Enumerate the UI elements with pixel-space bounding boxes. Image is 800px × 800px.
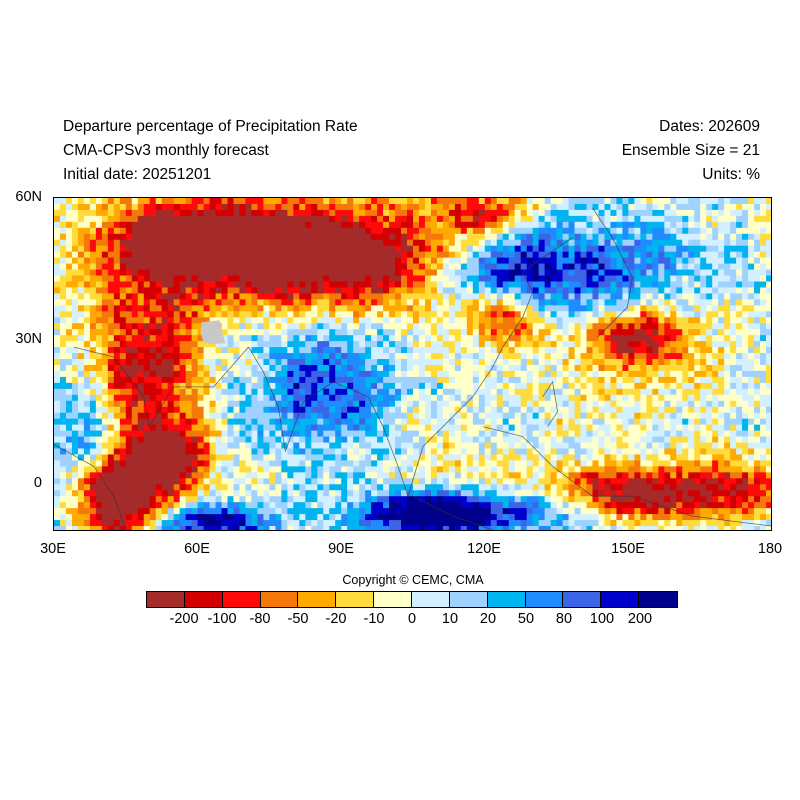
colorbar-swatch <box>563 592 602 607</box>
units-label: Units: % <box>702 166 760 183</box>
coastline <box>542 380 559 427</box>
coastline <box>502 237 573 348</box>
colorbar-label: -50 <box>287 611 309 627</box>
anomaly-field <box>54 198 771 530</box>
colorbar-label: -100 <box>207 611 237 627</box>
lon-tick-30e: 30E <box>40 541 66 557</box>
precipitation-map <box>53 197 772 531</box>
lat-tick-0: 0 <box>33 475 42 491</box>
colorbar-swatch <box>601 592 640 607</box>
colorbar-label: 200 <box>627 611 653 627</box>
coastline <box>248 346 369 452</box>
model-name: CMA-CPSv3 monthly forecast <box>63 142 269 159</box>
colorbar-swatch <box>147 592 185 607</box>
ensemble-size: Ensemble Size = 21 <box>621 142 760 159</box>
colorbar-label: 10 <box>441 611 459 627</box>
colorbar-swatch <box>525 592 564 607</box>
lon-tick-150e: 150E <box>611 541 645 557</box>
lon-tick-90e: 90E <box>328 541 354 557</box>
colorbar-label: 80 <box>555 611 573 627</box>
forecast-dates: Dates: 202609 <box>659 118 760 135</box>
colorbar-label: -80 <box>249 611 271 627</box>
colorbar-label: -10 <box>363 611 385 627</box>
map-title: Departure percentage of Precipitation Ra… <box>63 118 358 135</box>
initial-date: Initial date: 20251201 <box>63 166 212 183</box>
colorbar-label: 50 <box>517 611 535 627</box>
coastline <box>412 495 493 530</box>
coastline <box>482 426 771 527</box>
lon-tick-180: 180 <box>757 541 783 557</box>
colorbar-swatch <box>487 592 526 607</box>
colorbar-label: -20 <box>325 611 347 627</box>
coastline <box>54 444 127 530</box>
colorbar-swatch <box>639 592 678 607</box>
coastline <box>73 346 249 428</box>
colorbar-swatch <box>412 592 450 607</box>
colorbar-label: 100 <box>589 611 615 627</box>
colorbar-swatch <box>260 592 299 607</box>
colorbar-swatch <box>336 592 375 607</box>
lon-tick-60e: 60E <box>184 541 210 557</box>
colorbar-swatch <box>184 592 223 607</box>
lon-tick-120e: 120E <box>467 541 501 557</box>
lat-tick-30n: 30N <box>15 331 42 347</box>
colorbar <box>146 591 678 608</box>
copyright-notice: Copyright © CEMC, CMA <box>342 573 484 587</box>
colorbar-label: 20 <box>479 611 497 627</box>
colorbar-swatch <box>222 592 261 607</box>
colorbar-swatch <box>449 592 488 607</box>
colorbar-label: -200 <box>169 611 199 627</box>
colorbar-swatch <box>298 592 337 607</box>
colorbar-swatch <box>374 592 413 607</box>
coastline <box>592 207 633 338</box>
missing-data-area <box>200 320 226 345</box>
lat-tick-60n: 60N <box>15 189 42 205</box>
colorbar-label: 0 <box>407 611 417 627</box>
coastline <box>367 346 504 498</box>
